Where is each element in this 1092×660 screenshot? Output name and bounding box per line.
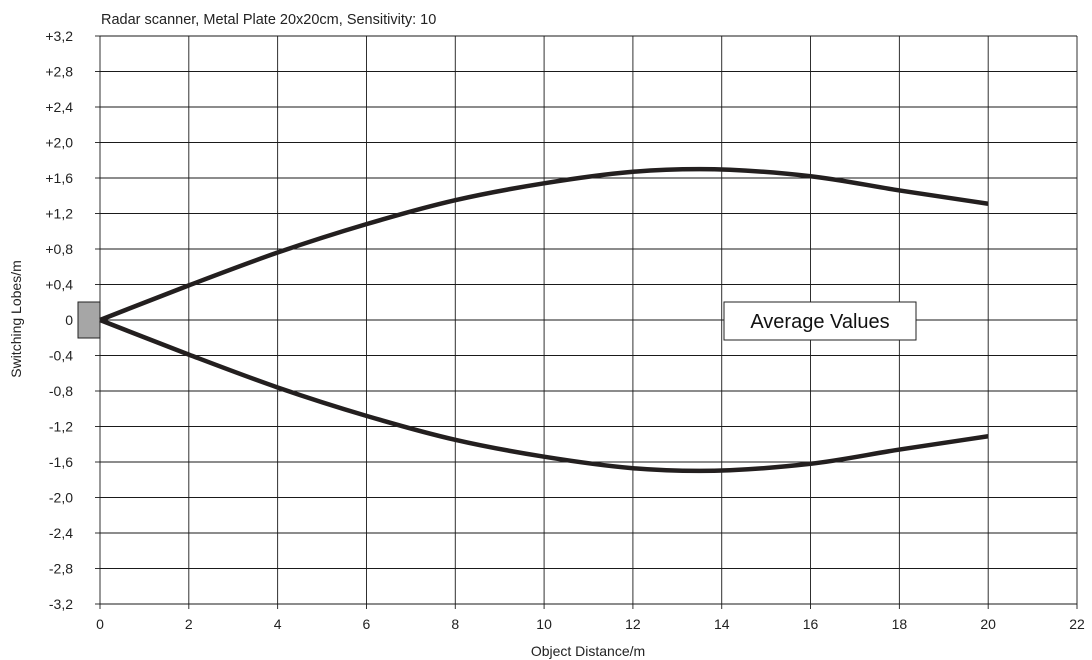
y-tick-label: 0 xyxy=(65,312,73,328)
x-tick-label: 0 xyxy=(96,616,104,632)
y-tick-label: -3,2 xyxy=(49,596,73,612)
series-lines xyxy=(99,166,989,474)
y-axis-ticks: +3,2 +2,8 +2,4 +2,0 +1,6 +1,2 +0,8 +0,4 0 -0,4 -0,… xyxy=(45,28,100,612)
lower-lobe-line xyxy=(99,317,989,474)
y-tick-label: +1,6 xyxy=(45,170,73,186)
y-tick-label: +2,8 xyxy=(45,64,73,80)
x-tick-label: 8 xyxy=(451,616,459,632)
x-tick-label: 20 xyxy=(980,616,996,632)
x-tick-label: 14 xyxy=(714,616,730,632)
annotation-label: Average Values xyxy=(750,311,889,333)
y-tick-label: +3,2 xyxy=(45,28,73,44)
x-tick-label: 18 xyxy=(892,616,908,632)
grid xyxy=(99,35,1078,605)
y-tick-label: +0,4 xyxy=(45,277,73,293)
x-tick-label: 22 xyxy=(1069,616,1085,632)
x-axis-ticks: 0 2 4 6 8 10 12 14 16 18 20 22 xyxy=(96,604,1085,632)
y-tick-label: -0,8 xyxy=(49,383,73,399)
y-tick-label: +2,0 xyxy=(45,135,73,151)
sensor-marker xyxy=(77,301,101,339)
y-axis-title: Switching Lobes/m xyxy=(8,260,24,378)
y-tick-label: +2,4 xyxy=(45,99,73,115)
x-tick-label: 10 xyxy=(536,616,552,632)
y-tick-label: -2,8 xyxy=(49,561,73,577)
x-tick-label: 4 xyxy=(274,616,282,632)
chart-title: Radar scanner, Metal Plate 20x20cm, Sens… xyxy=(101,12,436,28)
y-tick-label: -2,4 xyxy=(49,525,73,541)
y-tick-label: -1,6 xyxy=(49,454,73,470)
y-tick-label: -2,0 xyxy=(49,490,73,506)
x-tick-label: 12 xyxy=(625,616,641,632)
annotation-box: Average Values xyxy=(723,301,917,341)
y-tick-label: +1,2 xyxy=(45,206,73,222)
x-tick-label: 16 xyxy=(803,616,819,632)
x-axis-title: Object Distance/m xyxy=(531,643,645,659)
y-tick-label: -1,2 xyxy=(49,419,73,435)
y-tick-label: -0,4 xyxy=(49,348,73,364)
x-tick-label: 2 xyxy=(185,616,193,632)
upper-lobe-line xyxy=(99,166,989,323)
y-tick-label: +0,8 xyxy=(45,241,73,257)
x-tick-label: 6 xyxy=(363,616,371,632)
